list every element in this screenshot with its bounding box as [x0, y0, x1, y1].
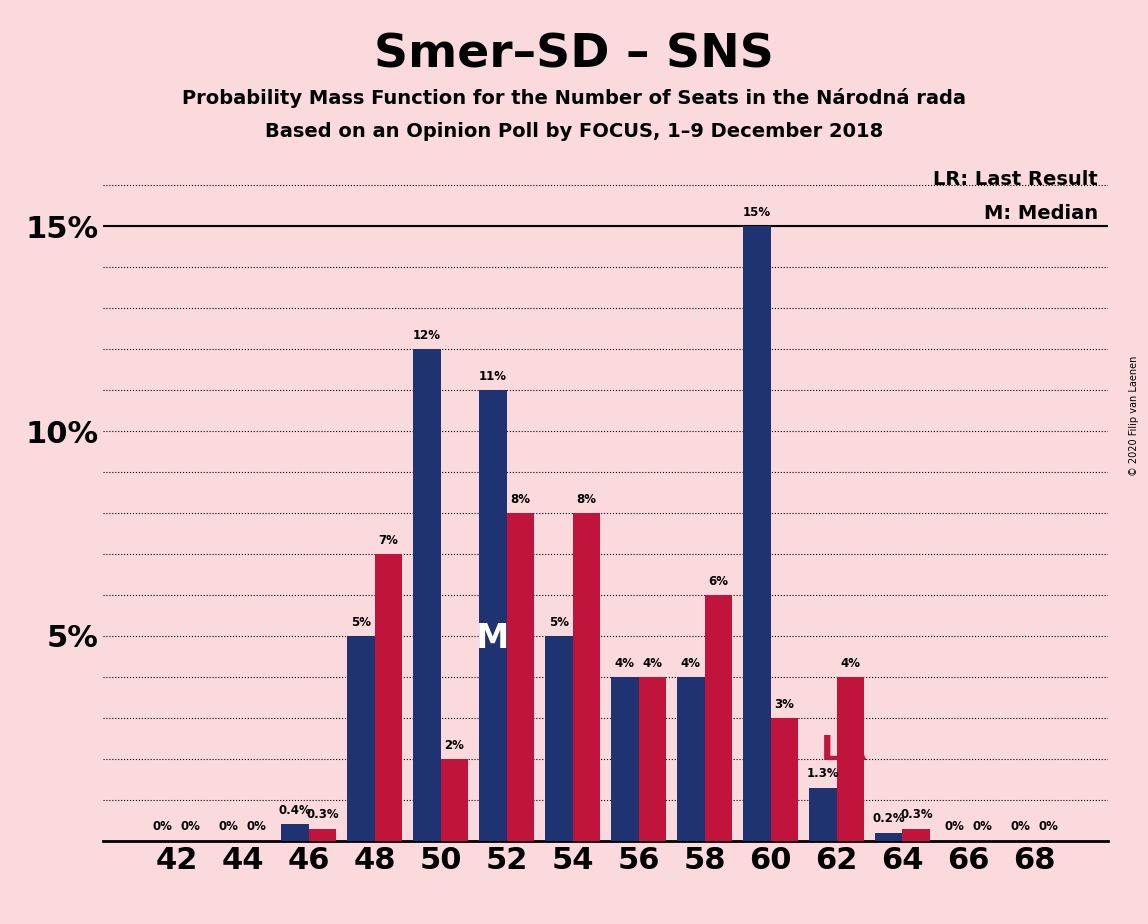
Text: 0%: 0%	[1010, 821, 1031, 833]
Text: 0.2%: 0.2%	[872, 812, 905, 825]
Text: M: M	[476, 622, 510, 654]
Text: 4%: 4%	[681, 657, 700, 670]
Text: 0%: 0%	[219, 821, 239, 833]
Bar	[479, 390, 506, 841]
Text: 0.3%: 0.3%	[307, 808, 339, 821]
Text: 2%: 2%	[444, 738, 465, 751]
Text: 4%: 4%	[643, 657, 662, 670]
Text: 0.3%: 0.3%	[900, 808, 932, 821]
Bar	[837, 677, 864, 841]
Text: © 2020 Filip van Laenen: © 2020 Filip van Laenen	[1130, 356, 1139, 476]
Bar	[309, 829, 336, 841]
Text: 0.4%: 0.4%	[279, 804, 311, 817]
Bar	[743, 226, 770, 841]
Text: Smer–SD – SNS: Smer–SD – SNS	[374, 32, 774, 78]
Text: 8%: 8%	[511, 492, 530, 505]
Text: 12%: 12%	[413, 329, 441, 342]
Text: M: Median: M: Median	[984, 204, 1097, 223]
Bar	[281, 824, 309, 841]
Bar	[875, 833, 902, 841]
Bar	[573, 513, 600, 841]
Text: 0%: 0%	[153, 821, 172, 833]
Bar	[347, 636, 374, 841]
Bar	[506, 513, 534, 841]
Text: 4%: 4%	[840, 657, 860, 670]
Text: 0%: 0%	[180, 821, 201, 833]
Text: Based on an Opinion Poll by FOCUS, 1–9 December 2018: Based on an Opinion Poll by FOCUS, 1–9 D…	[265, 122, 883, 141]
Text: LR: Last Result: LR: Last Result	[933, 170, 1097, 188]
Bar	[902, 829, 930, 841]
Bar	[441, 759, 468, 841]
Text: 0%: 0%	[972, 821, 992, 833]
Bar	[705, 595, 732, 841]
Text: 4%: 4%	[614, 657, 635, 670]
Text: 6%: 6%	[708, 575, 728, 588]
Text: 15%: 15%	[743, 206, 770, 219]
Text: 7%: 7%	[379, 534, 398, 547]
Text: 1.3%: 1.3%	[806, 767, 839, 780]
Text: 0%: 0%	[1039, 821, 1058, 833]
Bar	[770, 718, 798, 841]
Text: 0%: 0%	[247, 821, 266, 833]
Text: 11%: 11%	[479, 370, 506, 383]
Text: 5%: 5%	[549, 615, 568, 628]
Bar	[638, 677, 666, 841]
Bar	[413, 349, 441, 841]
Text: 5%: 5%	[351, 615, 371, 628]
Text: Probability Mass Function for the Number of Seats in the Národná rada: Probability Mass Function for the Number…	[183, 88, 965, 108]
Text: LR: LR	[821, 735, 868, 767]
Bar	[611, 677, 638, 841]
Bar	[677, 677, 705, 841]
Text: 0%: 0%	[945, 821, 964, 833]
Text: 8%: 8%	[576, 492, 597, 505]
Bar	[545, 636, 573, 841]
Bar	[374, 554, 402, 841]
Bar	[809, 787, 837, 841]
Text: 3%: 3%	[775, 698, 794, 711]
